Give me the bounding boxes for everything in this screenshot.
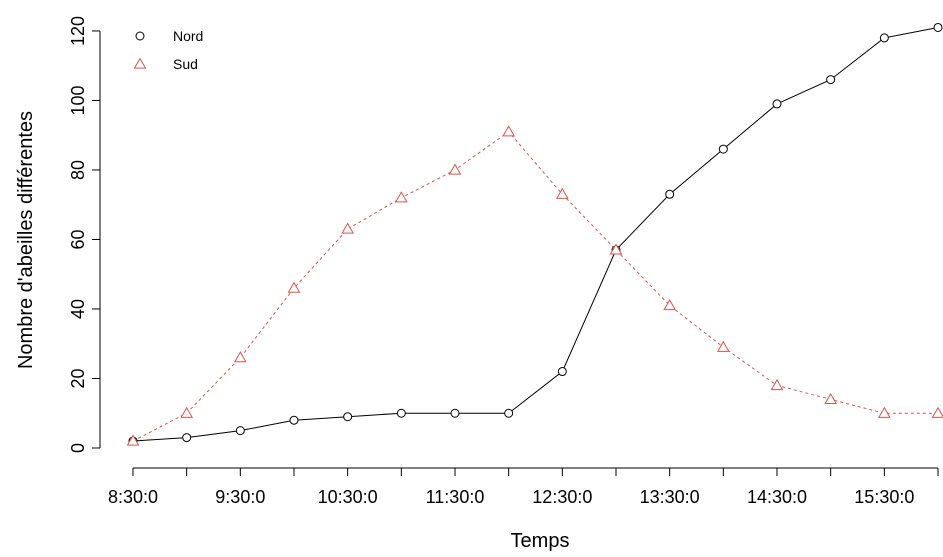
data-point [396, 408, 406, 418]
legend: Nord Sud [133, 28, 203, 72]
data-point [609, 243, 623, 255]
data-point [448, 163, 462, 175]
x-tick-label: 9:30:0 [215, 487, 265, 507]
y-axis-title: Nombre d'abeilles différentes [15, 111, 37, 369]
data-point [877, 406, 891, 418]
data-point [287, 281, 301, 293]
y-tick-label: 20 [68, 368, 88, 388]
data-point [824, 392, 838, 404]
data-point [504, 408, 514, 418]
y-tick-label: 120 [68, 16, 88, 46]
data-point [289, 415, 299, 425]
data-point [879, 33, 889, 43]
data-point [126, 434, 140, 446]
series-layer [126, 22, 943, 446]
x-tick-label: 14:30:0 [747, 487, 807, 507]
y-tick-label: 60 [68, 229, 88, 249]
axes: 0 20 40 60 80 100 120 8:30:0 9:30:0 10:30:0 11:30:… [68, 16, 939, 507]
x-tick-label: 11:30:0 [426, 487, 485, 507]
data-point [557, 367, 567, 377]
data-point [772, 99, 782, 109]
legend-label: Nord [173, 28, 203, 44]
data-point [182, 433, 192, 443]
data-point [233, 351, 247, 363]
data-point [343, 412, 353, 422]
data-point [770, 378, 784, 391]
y-tick-label: 100 [68, 85, 88, 115]
data-point [235, 426, 245, 436]
series-nord [128, 22, 943, 446]
legend-marker [133, 57, 147, 69]
data-point [341, 222, 355, 234]
x-tick-label: 15:30:0 [854, 487, 914, 507]
data-point [394, 191, 408, 203]
data-point [716, 340, 730, 352]
data-point [180, 406, 194, 418]
legend-label: Sud [173, 56, 198, 72]
x-tick-label: 8:30:0 [108, 487, 158, 507]
data-point [933, 22, 943, 32]
data-point [450, 408, 460, 418]
data-point [931, 406, 943, 418]
series-sud [126, 125, 943, 446]
data-point [663, 299, 677, 311]
x-tick-label: 13:30:0 [640, 487, 700, 507]
series-line [132, 26, 939, 442]
data-point [502, 125, 516, 137]
data-point [718, 144, 728, 154]
x-axis-title: Temps [511, 530, 570, 552]
data-point [555, 187, 569, 199]
legend-marker [135, 31, 145, 41]
y-tick-label: 0 [68, 443, 88, 453]
y-tick-label: 40 [68, 299, 88, 319]
y-tick-label: 80 [68, 160, 88, 180]
series-line [132, 131, 938, 442]
data-point [826, 75, 836, 85]
x-tick-label: 12:30:0 [532, 487, 592, 507]
x-tick-label: 10:30:0 [318, 487, 378, 507]
data-point [665, 189, 675, 199]
